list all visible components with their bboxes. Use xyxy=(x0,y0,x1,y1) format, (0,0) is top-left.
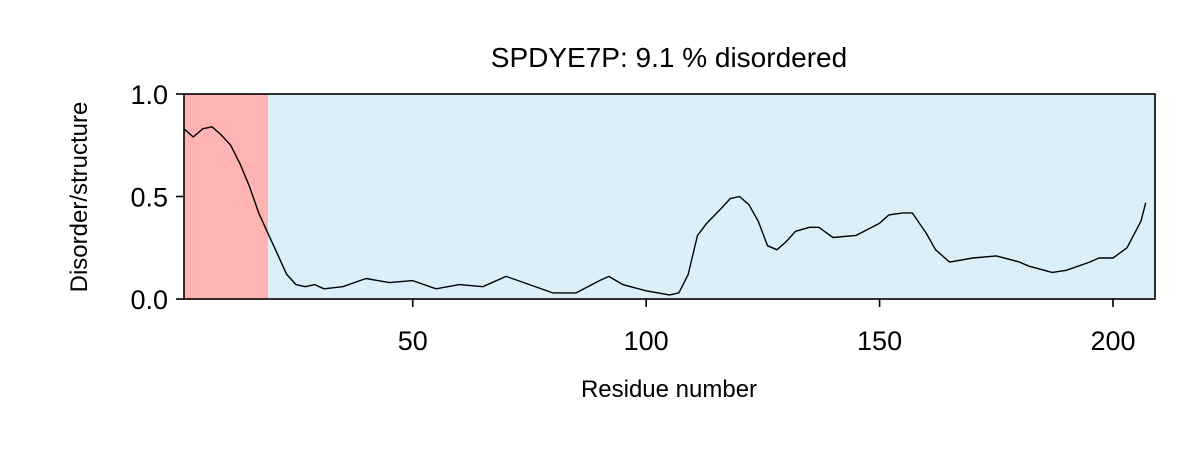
disorder-score-line xyxy=(183,126,1147,296)
plot-area: 50 100 150 200 0.0 0.5 1.0 xyxy=(130,80,1156,356)
x-tick-label: 200 xyxy=(1090,326,1135,356)
structured-region xyxy=(268,94,1156,299)
y-tick-label: 0.0 xyxy=(130,285,168,315)
y-tick-label: 1.0 xyxy=(130,80,168,110)
x-axis-label: Residue number xyxy=(581,376,757,403)
disordered-region xyxy=(184,94,269,299)
x-tick-label: 50 xyxy=(398,326,428,356)
chart-title: SPDYE7P: 9.1 % disordered xyxy=(491,42,847,73)
y-axis-label: Disorder/structure xyxy=(66,102,93,293)
y-tick-label: 0.5 xyxy=(130,183,168,213)
x-tick-label: 100 xyxy=(624,326,669,356)
x-tick-label: 150 xyxy=(857,326,902,356)
